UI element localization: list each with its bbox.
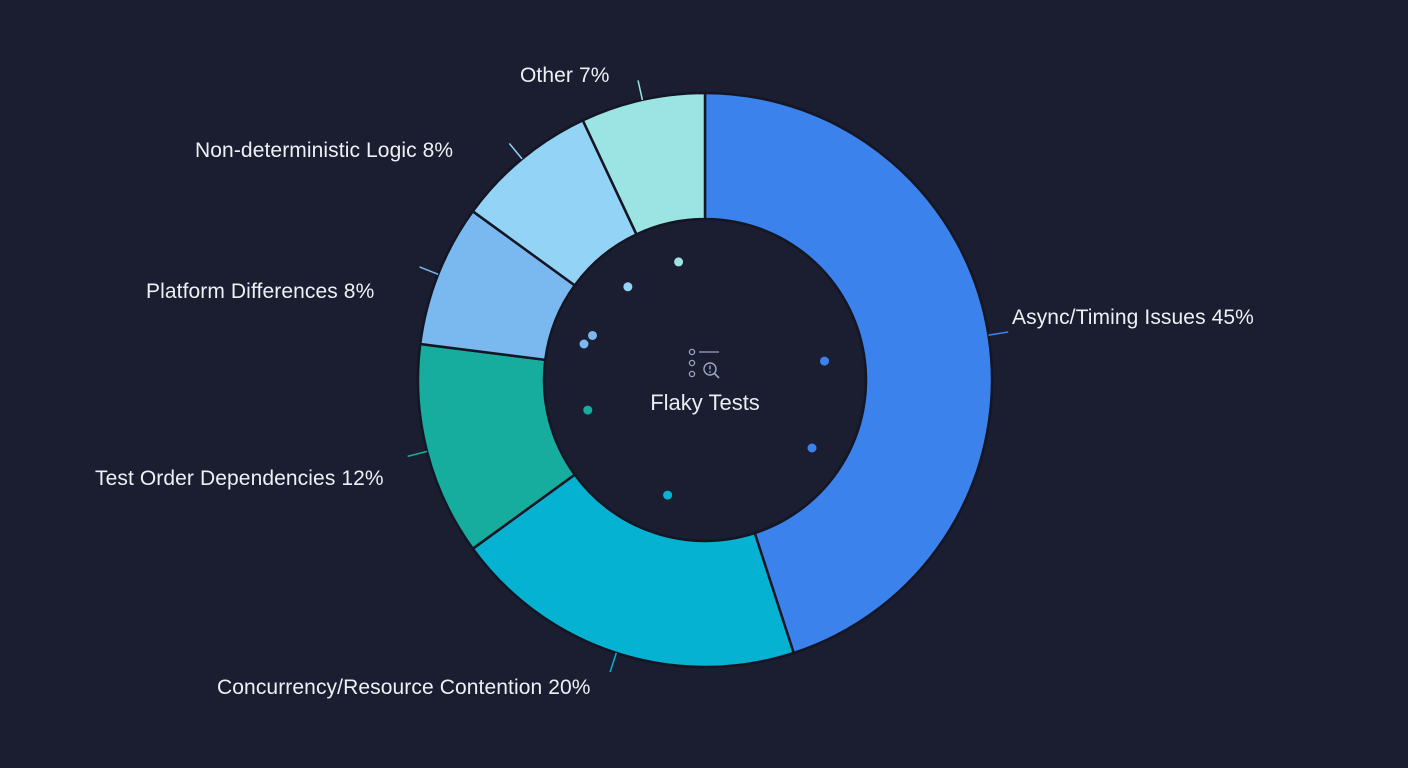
marker-dot-other bbox=[674, 257, 684, 267]
leader-line-test-order bbox=[407, 450, 428, 458]
leader-line-async-timing bbox=[988, 331, 1009, 336]
marker-dot-async-timing bbox=[820, 356, 830, 366]
segment-async-timing[interactable] bbox=[703, 91, 994, 655]
marker-dot-test-order bbox=[583, 405, 593, 415]
center-label: Flaky Tests bbox=[650, 390, 760, 415]
leader-line-non-deterministic bbox=[508, 142, 523, 160]
marker-dot-extra bbox=[579, 339, 589, 349]
leader-line-platform bbox=[419, 266, 439, 276]
inner-dots bbox=[579, 257, 830, 500]
label-other: Other 7% bbox=[520, 64, 610, 87]
leader-line-other bbox=[637, 80, 644, 101]
marker-dot-concurrency bbox=[663, 490, 673, 500]
list-search-alert-icon bbox=[686, 346, 722, 387]
label-non-deterministic: Non-deterministic Logic 8% bbox=[195, 139, 454, 162]
segment-concurrency[interactable] bbox=[471, 472, 796, 669]
label-test-order: Test Order Dependencies 12% bbox=[95, 467, 384, 490]
marker-dot-extra bbox=[807, 443, 817, 453]
leader-lines bbox=[407, 80, 1009, 673]
label-async-timing: Async/Timing Issues 45% bbox=[1012, 306, 1254, 329]
donut-segments bbox=[416, 91, 994, 669]
leader-line-concurrency bbox=[609, 652, 618, 673]
marker-dot-non-deterministic bbox=[623, 282, 633, 292]
label-platform: Platform Differences 8% bbox=[146, 280, 375, 303]
marker-dot-platform bbox=[587, 330, 597, 340]
label-concurrency: Concurrency/Resource Contention 20% bbox=[217, 676, 591, 699]
segment-other[interactable] bbox=[581, 91, 707, 236]
